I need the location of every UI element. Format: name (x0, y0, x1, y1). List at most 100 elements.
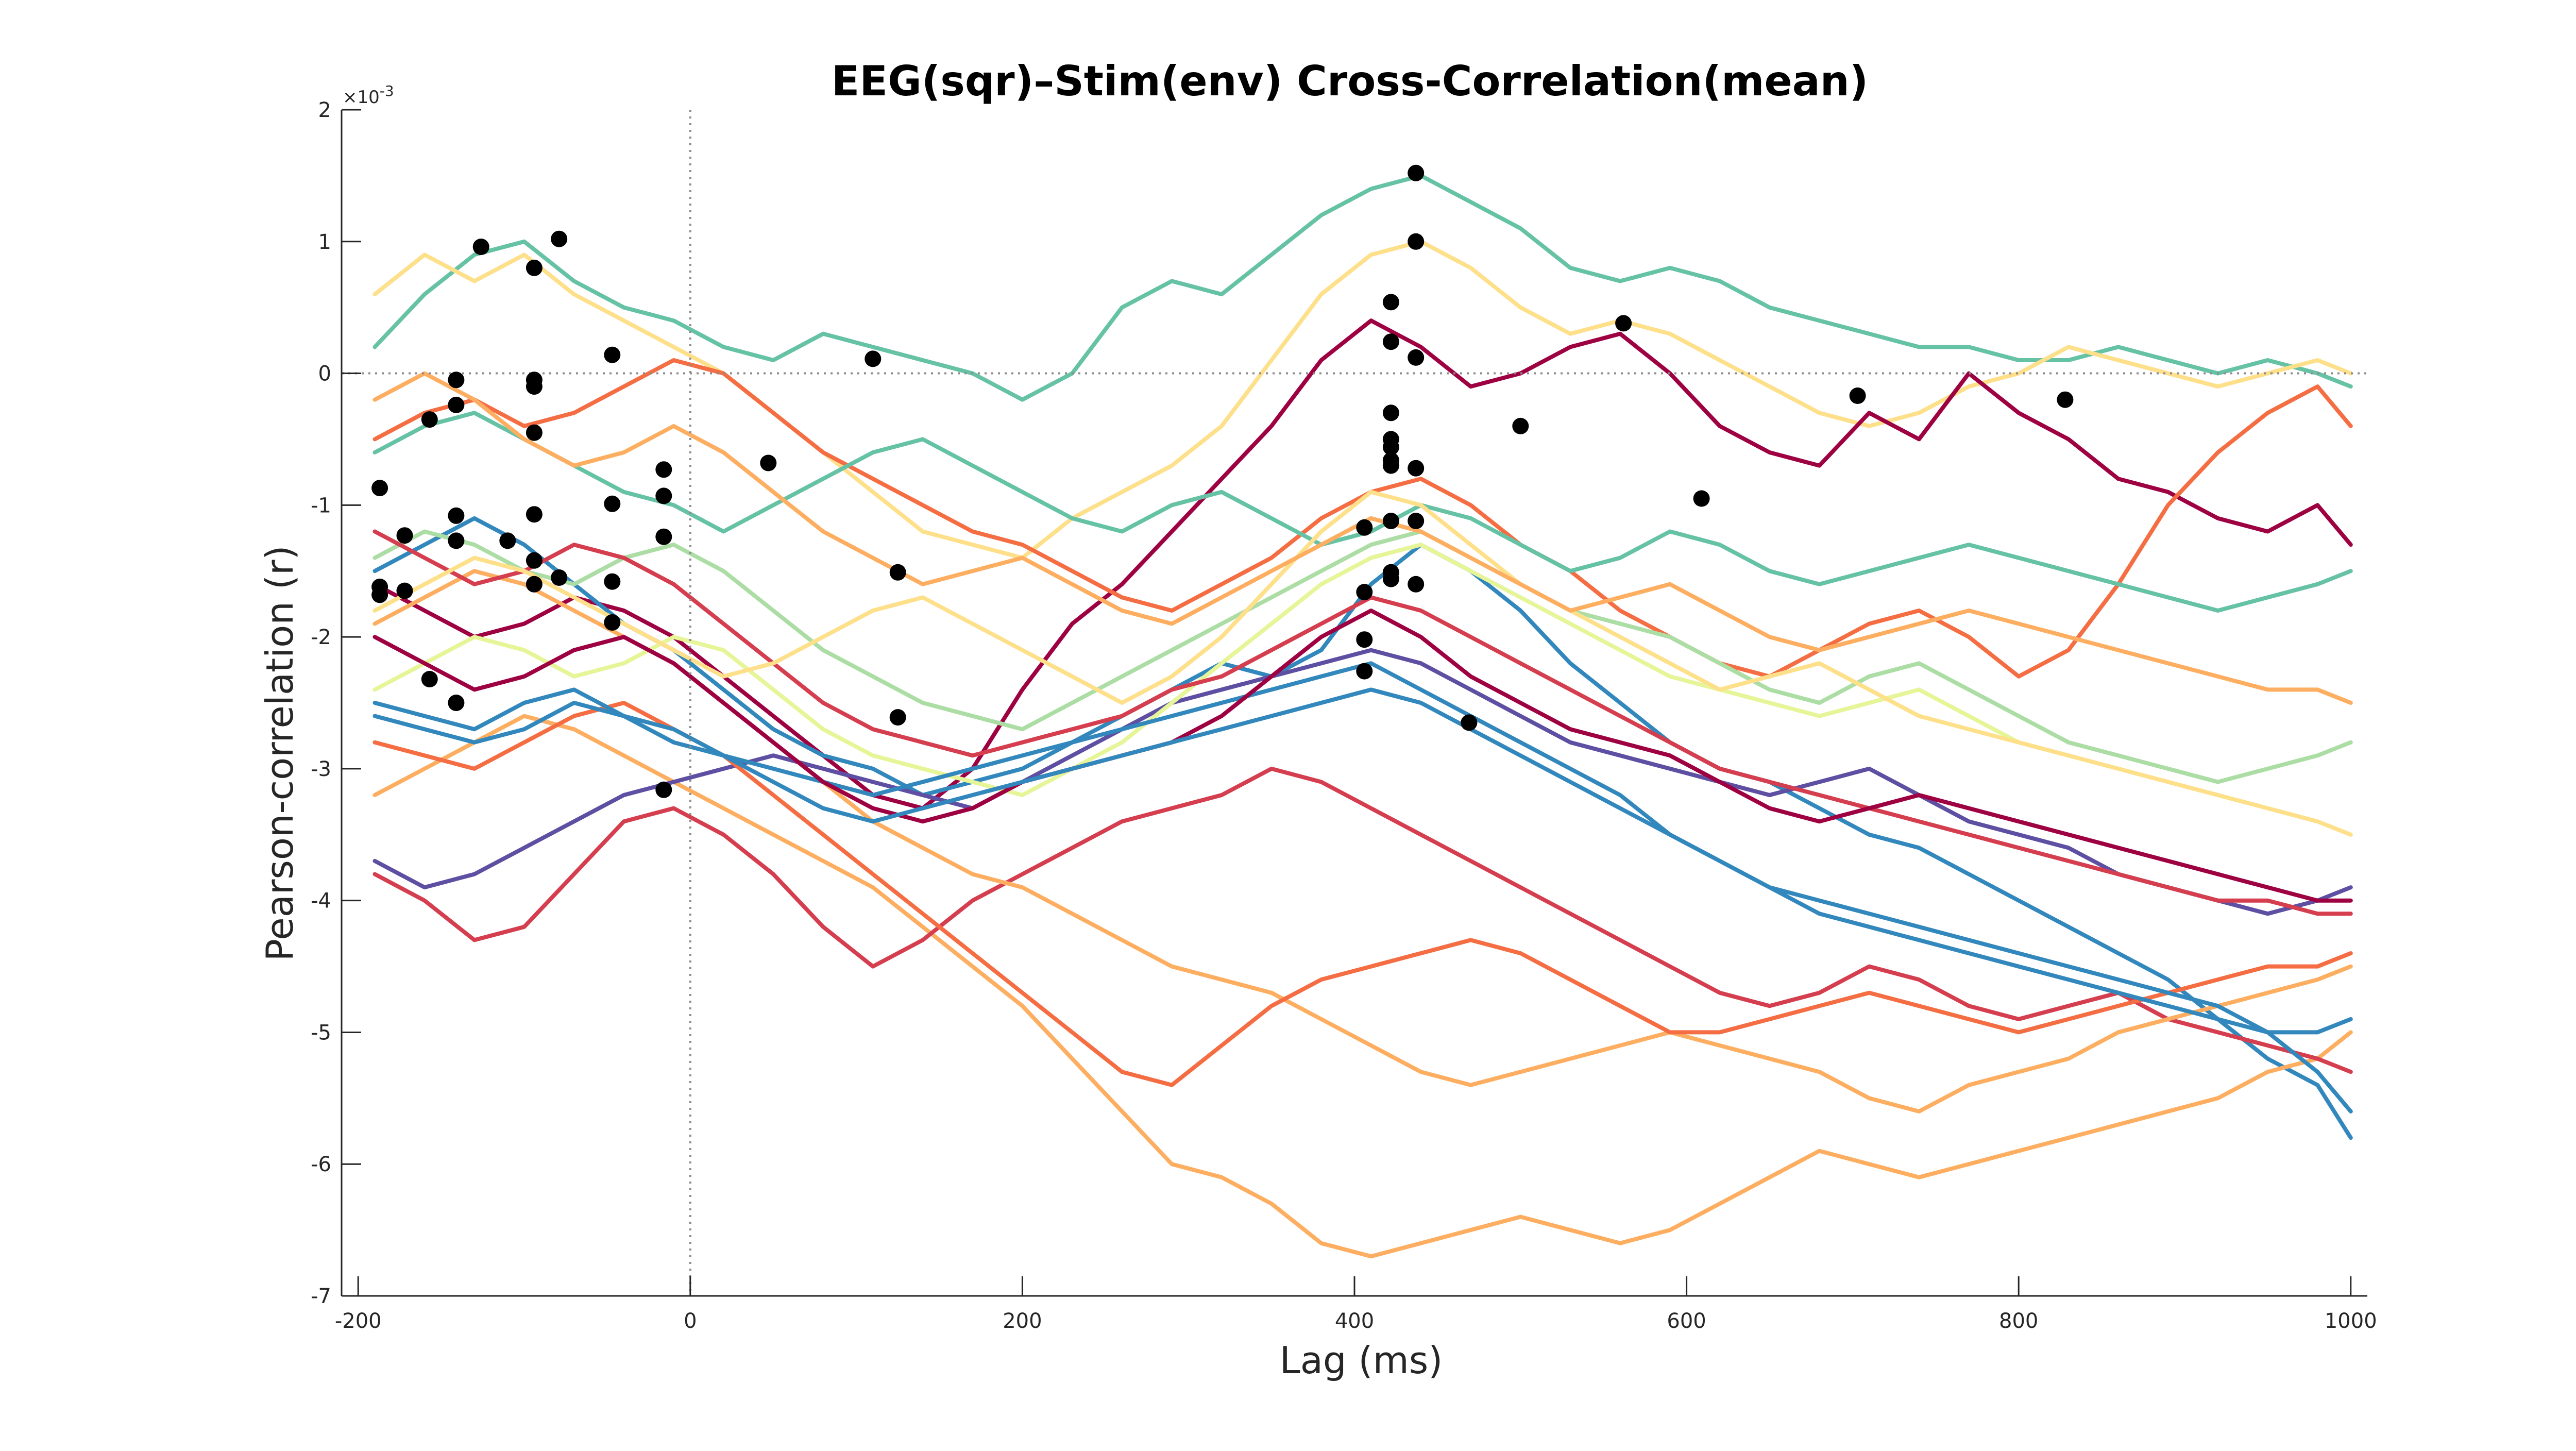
peak-marker-19 (526, 506, 543, 523)
peak-marker-20 (526, 552, 543, 569)
peak-marker-39 (1356, 663, 1373, 680)
peak-markers (371, 164, 2074, 798)
peak-marker-27 (604, 614, 621, 631)
peak-marker-44 (1382, 438, 1399, 455)
peak-marker-11 (448, 532, 465, 549)
peak-marker-52 (1408, 349, 1425, 366)
peak-marker-59 (1693, 490, 1710, 507)
peak-marker-26 (604, 573, 621, 590)
series-line-3 (372, 318, 2353, 811)
y-tick-label: 1 (318, 230, 331, 254)
peak-marker-42 (1382, 404, 1399, 421)
peak-marker-28 (655, 461, 672, 478)
series-line-4 (372, 516, 2353, 1140)
peak-marker-34 (889, 564, 906, 581)
series-line-19 (372, 687, 2353, 1113)
peak-marker-61 (2057, 391, 2074, 408)
peak-marker-4 (396, 527, 413, 544)
y-tick-label: -5 (311, 1021, 331, 1044)
y-tick-label: -4 (311, 889, 331, 913)
peak-marker-36 (1356, 519, 1373, 536)
peak-marker-5 (396, 582, 413, 599)
peak-marker-32 (760, 454, 777, 471)
y-multiplier-label: ×10-3 (343, 82, 394, 108)
y-tick-label: -3 (311, 757, 331, 781)
peak-marker-10 (448, 507, 465, 524)
series-line-2 (372, 239, 2353, 560)
peak-marker-3 (371, 586, 388, 603)
peak-marker-22 (551, 230, 568, 247)
peak-marker-29 (655, 487, 672, 504)
series-line-13 (372, 661, 2353, 1035)
peak-marker-6 (421, 411, 438, 428)
x-tick-label: 0 (684, 1309, 697, 1333)
peak-marker-14 (499, 532, 516, 549)
peak-marker-21 (526, 576, 543, 593)
peak-marker-58 (1615, 315, 1632, 332)
peak-marker-24 (604, 346, 621, 363)
x-tick-label: 800 (1999, 1309, 2038, 1333)
peak-marker-25 (604, 495, 621, 512)
series-line-14 (372, 529, 2353, 916)
peak-marker-49 (1382, 570, 1399, 587)
x-tick-label: -200 (335, 1309, 382, 1333)
peak-marker-8 (448, 372, 465, 389)
y-tick-label: 2 (318, 98, 331, 122)
peak-marker-38 (1356, 631, 1373, 648)
peak-marker-23 (551, 569, 568, 586)
series-line-17 (372, 609, 2353, 903)
peak-marker-15 (526, 259, 543, 276)
chart-title: EEG(sqr)–Stim(env) Cross-Correlation(mea… (832, 57, 1868, 105)
x-tick-label: 1000 (2325, 1309, 2377, 1333)
peak-marker-46 (1382, 457, 1399, 474)
peak-marker-56 (1461, 714, 1478, 731)
peak-marker-12 (448, 695, 465, 711)
y-tick-label: -7 (311, 1285, 331, 1308)
peak-marker-47 (1382, 513, 1399, 529)
peak-marker-30 (655, 528, 672, 545)
y-tick-label: -2 (311, 626, 331, 649)
peak-marker-55 (1408, 576, 1425, 593)
peak-marker-7 (421, 671, 438, 687)
peak-marker-54 (1408, 513, 1425, 529)
x-tick-label: 600 (1667, 1309, 1706, 1333)
peak-marker-50 (1408, 164, 1425, 181)
peak-marker-18 (526, 424, 543, 441)
peak-marker-41 (1382, 333, 1399, 350)
series-line-18 (372, 371, 2353, 705)
y-tick-label: -1 (311, 494, 331, 517)
x-tick-label: 400 (1335, 1309, 1374, 1333)
peak-marker-57 (1512, 417, 1529, 434)
peak-marker-60 (1849, 387, 1866, 404)
peak-marker-40 (1382, 294, 1399, 311)
y-tick-labels: 2 1 0 -1 -2 -3 -4 -5 -6 -7 (311, 98, 331, 1308)
peak-marker-37 (1356, 584, 1373, 601)
x-tick-labels: -200 0 200 400 600 800 1000 (335, 1309, 2377, 1333)
peak-marker-9 (448, 396, 465, 413)
reference-lines (342, 110, 2367, 1296)
series-line-6 (372, 714, 2353, 1259)
peak-marker-53 (1408, 460, 1425, 477)
series-line-9 (372, 529, 2353, 784)
peak-marker-13 (472, 239, 489, 255)
y-multiplier-base: ×10 (343, 87, 380, 108)
series-line-16 (372, 490, 2353, 837)
series-line-8 (372, 648, 2353, 916)
peak-marker-51 (1408, 233, 1425, 250)
peak-marker-1 (371, 480, 388, 497)
plot-lines (372, 173, 2353, 1259)
y-multiplier-exponent: -3 (380, 82, 394, 99)
y-tick-label: -6 (311, 1153, 331, 1176)
peak-marker-33 (865, 350, 882, 367)
peak-marker-35 (889, 709, 906, 726)
y-axis-label: Pearson-correlation (r) (258, 545, 301, 961)
y-tick-label: 0 (318, 362, 331, 386)
series-line-1 (372, 173, 2353, 402)
peak-marker-17 (526, 378, 543, 395)
axes (341, 109, 2367, 1297)
series-line-7 (372, 766, 2353, 1074)
x-tick-label: 200 (1003, 1309, 1042, 1333)
peak-marker-31 (655, 781, 672, 798)
